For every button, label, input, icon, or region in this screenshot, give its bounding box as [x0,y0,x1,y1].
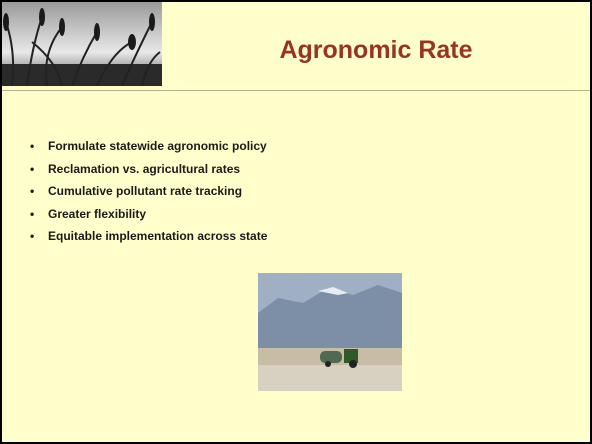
bullet-item: Cumulative pollutant rate tracking [26,182,267,205]
slide-title: Agronomic Rate [162,36,590,65]
header-divider [2,90,590,91]
bullet-list: Formulate statewide agronomic policyRecl… [26,137,267,250]
slide: Agronomic Rate Formulate statewide agron… [0,0,592,444]
bullet-item: Greater flexibility [26,205,267,228]
bullet-item: Formulate statewide agronomic policy [26,137,267,160]
bullet-item: Reclamation vs. agricultural rates [26,160,267,183]
wheat-photo [2,2,162,86]
bullet-item: Equitable implementation across state [26,227,267,250]
field-photo [258,273,402,391]
page: Agronomic Rate Formulate statewide agron… [0,0,592,444]
